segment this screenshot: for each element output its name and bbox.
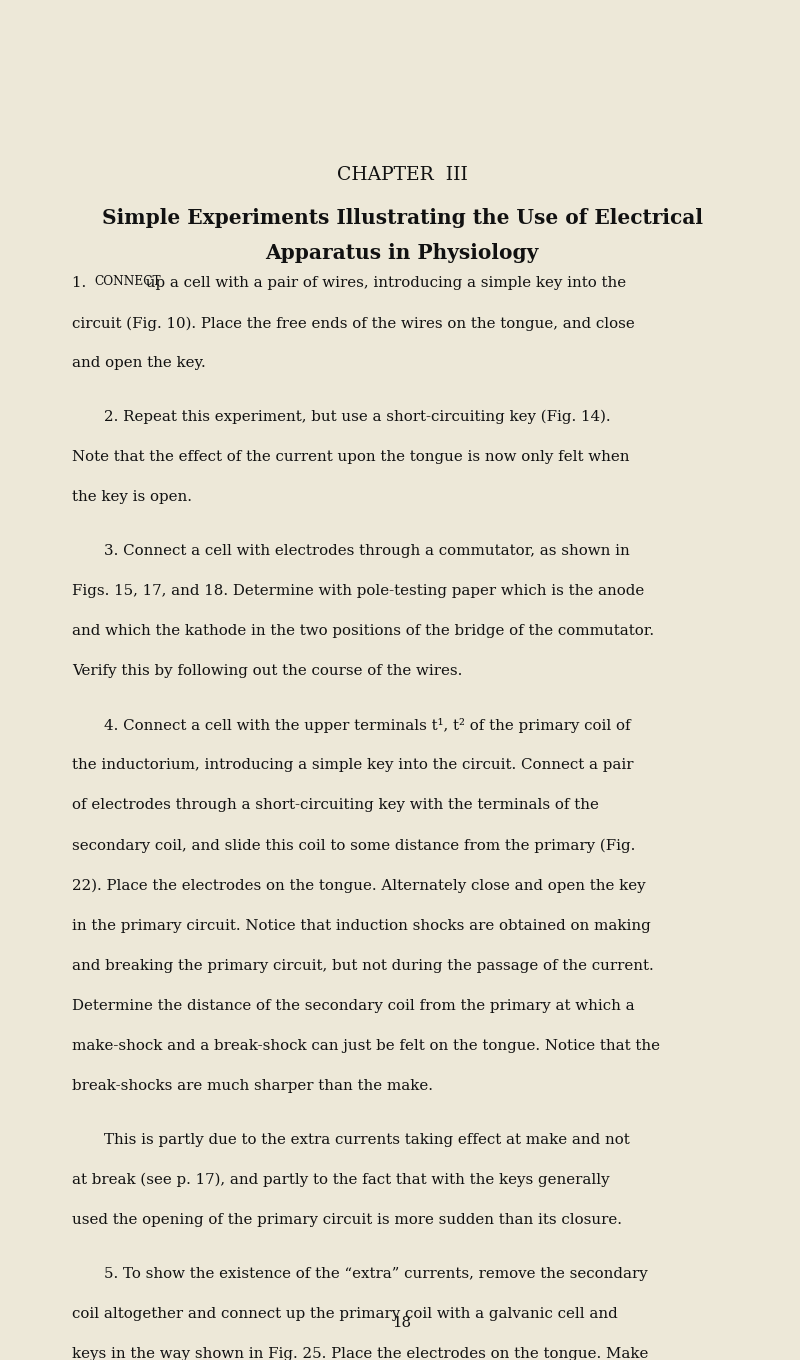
- Text: secondary coil, and slide this coil to some distance from the primary (Fig.: secondary coil, and slide this coil to s…: [72, 838, 635, 853]
- Text: coil altogether and connect up the primary coil with a galvanic cell and: coil altogether and connect up the prima…: [72, 1307, 618, 1321]
- Text: of electrodes through a short-circuiting key with the terminals of the: of electrodes through a short-circuiting…: [72, 798, 599, 812]
- Text: make-shock and a break-shock can just be felt on the tongue. Notice that the: make-shock and a break-shock can just be…: [72, 1039, 660, 1053]
- Text: Determine the distance of the secondary coil from the primary at which a: Determine the distance of the secondary …: [72, 998, 634, 1013]
- Text: 1.: 1.: [72, 276, 91, 290]
- Text: 4. Connect a cell with the upper terminals t¹, t² of the primary coil of: 4. Connect a cell with the upper termina…: [104, 718, 630, 733]
- Text: Simple Experiments Illustrating the Use of Electrical: Simple Experiments Illustrating the Use …: [102, 208, 702, 228]
- Text: break-shocks are much sharper than the make.: break-shocks are much sharper than the m…: [72, 1078, 433, 1093]
- Text: CONNECT: CONNECT: [94, 275, 161, 288]
- Text: used the opening of the primary circuit is more sudden than its closure.: used the opening of the primary circuit …: [72, 1213, 622, 1227]
- Text: 18: 18: [393, 1316, 411, 1330]
- Text: Figs. 15, 17, and 18. Determine with pole-testing paper which is the anode: Figs. 15, 17, and 18. Determine with pol…: [72, 583, 644, 598]
- Text: 22). Place the electrodes on the tongue. Alternately close and open the key: 22). Place the electrodes on the tongue.…: [72, 879, 646, 894]
- Text: at break (see p. 17), and partly to the fact that with the keys generally: at break (see p. 17), and partly to the …: [72, 1172, 610, 1187]
- Text: CHAPTER  III: CHAPTER III: [337, 166, 467, 184]
- Text: in the primary circuit. Notice that induction shocks are obtained on making: in the primary circuit. Notice that indu…: [72, 918, 650, 933]
- Text: the key is open.: the key is open.: [72, 490, 192, 505]
- Text: Verify this by following out the course of the wires.: Verify this by following out the course …: [72, 664, 462, 679]
- Text: 2. Repeat this experiment, but use a short-circuiting key (Fig. 14).: 2. Repeat this experiment, but use a sho…: [104, 409, 610, 424]
- Text: This is partly due to the extra currents taking effect at make and not: This is partly due to the extra currents…: [104, 1133, 630, 1146]
- Text: and open the key.: and open the key.: [72, 356, 206, 370]
- Text: and which the kathode in the two positions of the bridge of the commutator.: and which the kathode in the two positio…: [72, 624, 654, 638]
- Text: 3. Connect a cell with electrodes through a commutator, as shown in: 3. Connect a cell with electrodes throug…: [104, 544, 630, 558]
- Text: Note that the effect of the current upon the tongue is now only felt when: Note that the effect of the current upon…: [72, 450, 630, 464]
- Text: the inductorium, introducing a simple key into the circuit. Connect a pair: the inductorium, introducing a simple ke…: [72, 758, 634, 772]
- Text: and breaking the primary circuit, but not during the passage of the current.: and breaking the primary circuit, but no…: [72, 959, 654, 972]
- Text: keys in the way shown in Fig. 25. Place the electrodes on the tongue. Make: keys in the way shown in Fig. 25. Place …: [72, 1346, 648, 1360]
- Text: Apparatus in Physiology: Apparatus in Physiology: [266, 243, 538, 264]
- Text: up a cell with a pair of wires, introducing a simple key into the: up a cell with a pair of wires, introduc…: [141, 276, 626, 290]
- Text: 5. To show the existence of the “extra” currents, remove the secondary: 5. To show the existence of the “extra” …: [104, 1266, 648, 1281]
- Text: circuit (Fig. 10). Place the free ends of the wires on the tongue, and close: circuit (Fig. 10). Place the free ends o…: [72, 316, 634, 330]
